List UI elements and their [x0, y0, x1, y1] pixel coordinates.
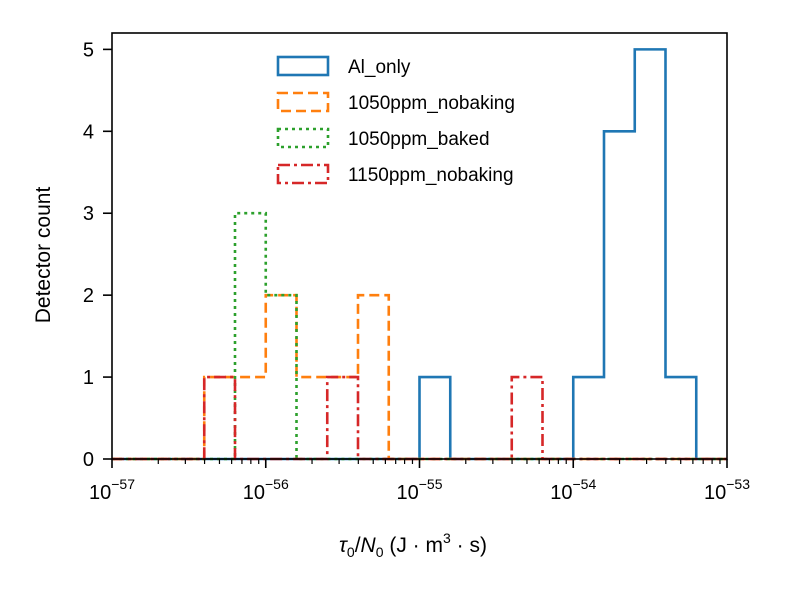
x-tick-label: 10−56	[243, 476, 289, 504]
y-axis-label: Detector count	[32, 187, 55, 324]
x-axis-label: τ0/N0 (J · m3 · s)	[339, 530, 487, 560]
x-tick-label: 10−57	[89, 476, 135, 504]
legend: Al_only 1050ppm_nobaking 1050ppm_baked 1150…	[276, 55, 515, 186]
y-axis-ticks: 0 1 2 3 4 5	[83, 39, 112, 471]
legend-swatch	[276, 55, 330, 77]
y-tick-label: 4	[83, 121, 94, 143]
x-tick-label: 10−53	[704, 476, 750, 504]
legend-label: 1150ppm_nobaking	[348, 165, 514, 186]
y-tick-label: 3	[83, 203, 94, 225]
legend-label: 1050ppm_nobaking	[348, 93, 515, 114]
legend-swatch	[276, 127, 330, 149]
legend-label: 1050ppm_baked	[348, 129, 490, 150]
y-tick-label: 5	[83, 39, 94, 61]
x-tick-label: 10−55	[397, 476, 443, 504]
legend-label: Al_only	[348, 57, 411, 78]
legend-swatch	[276, 163, 330, 185]
y-tick-label: 0	[83, 449, 94, 471]
legend-swatch	[276, 91, 330, 113]
x-axis-ticks: 10−57 10−56 10−55 10−54 10−53	[89, 459, 750, 504]
x-tick-label: 10−54	[550, 476, 596, 504]
y-tick-label: 2	[83, 285, 94, 307]
y-tick-label: 1	[83, 367, 94, 389]
